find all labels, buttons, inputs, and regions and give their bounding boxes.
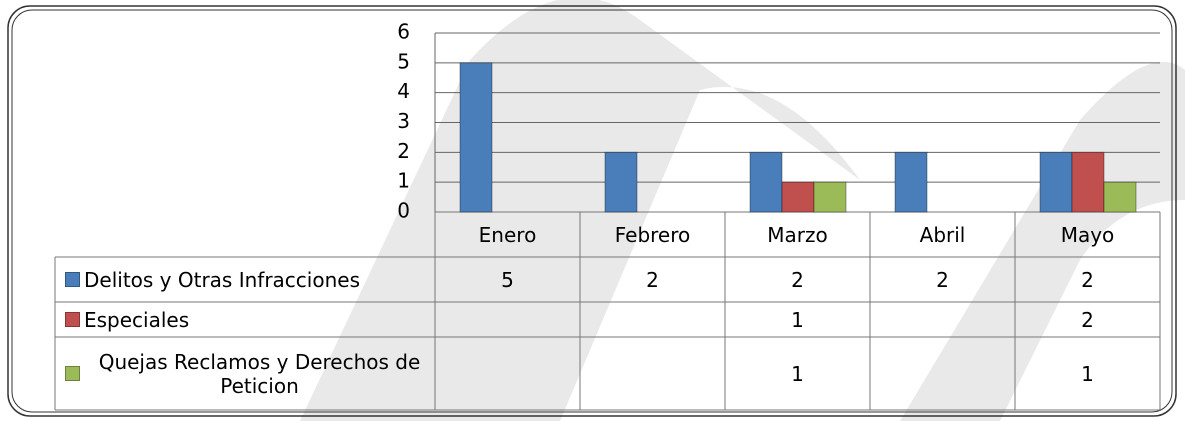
background-swoosh <box>900 61 1185 421</box>
legend-entry: Quejas Reclamos y Derechos de Peticion <box>55 337 435 410</box>
legend-swatch <box>65 366 80 381</box>
bar <box>781 181 815 213</box>
y-tick-label: 4 <box>397 79 410 103</box>
bar <box>749 151 783 213</box>
bar <box>1103 181 1137 213</box>
legend-entry: Delitos y Otras Infracciones <box>55 257 435 302</box>
bar <box>1071 151 1105 213</box>
x-tick-label: Enero <box>478 222 537 247</box>
bar <box>894 151 928 213</box>
table-value: 5 <box>501 267 514 292</box>
y-tick-label: 1 <box>397 169 410 193</box>
table-value: 1 <box>791 307 804 332</box>
legend-swatch <box>65 312 80 327</box>
bar <box>459 62 493 213</box>
y-tick-label: 0 <box>397 199 410 223</box>
table-value: 1 <box>1081 361 1094 386</box>
x-tick-label: Abril <box>919 222 966 247</box>
bar <box>813 181 847 213</box>
x-tick-label: Mayo <box>1060 222 1115 247</box>
legend-label: Delitos y Otras Infracciones <box>84 267 360 292</box>
legend-label: Especiales <box>84 307 190 332</box>
y-tick-label: 6 <box>397 20 410 44</box>
bar <box>1039 151 1073 213</box>
table-value: 2 <box>1081 307 1094 332</box>
frame-inner <box>11 9 1173 413</box>
frame <box>7 5 1177 417</box>
legend-swatch <box>65 272 80 287</box>
table-value: 2 <box>791 267 804 292</box>
table-value: 2 <box>646 267 659 292</box>
table-value: 2 <box>1081 267 1094 292</box>
legend-label: Quejas Reclamos y Derechos de Peticion <box>98 349 421 398</box>
legend-entry: Especiales <box>55 302 435 337</box>
y-tick-label: 3 <box>397 109 410 133</box>
background-swoosh <box>300 0 860 421</box>
bar <box>604 151 638 213</box>
y-tick-label: 2 <box>397 139 410 163</box>
y-tick-label: 5 <box>397 49 410 73</box>
x-tick-label: Marzo <box>767 222 828 247</box>
x-tick-label: Febrero <box>614 222 691 247</box>
table-value: 1 <box>791 361 804 386</box>
table-value: 2 <box>936 267 949 292</box>
